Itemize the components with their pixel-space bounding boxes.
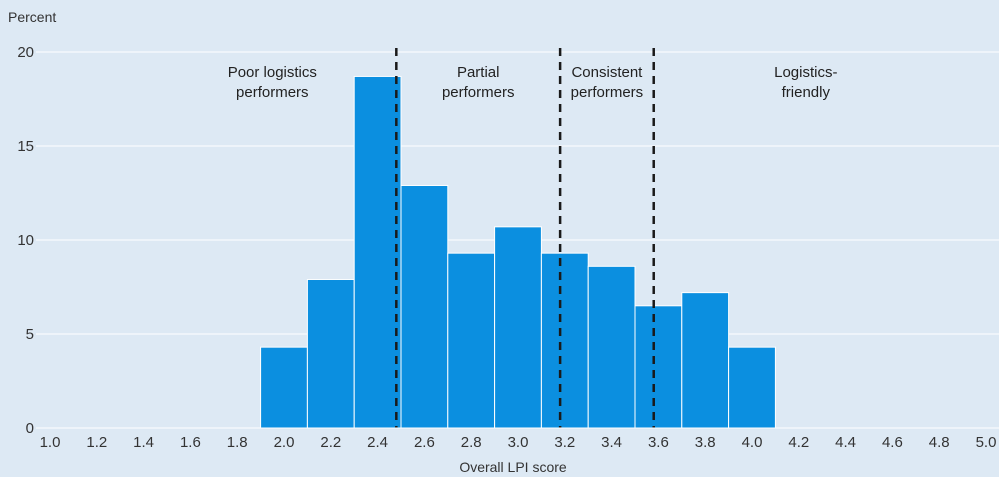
x-tick-label: 5.0: [976, 434, 997, 451]
x-tick-label: 1.6: [180, 434, 201, 451]
x-tick-label: 1.0: [40, 434, 61, 451]
x-tick-label: 3.0: [508, 434, 529, 451]
region-label: performers: [236, 84, 309, 101]
x-tick-label: 2.2: [320, 434, 341, 451]
histogram-bar: [353, 75, 402, 429]
x-tick-label: 3.2: [554, 434, 575, 451]
y-tick-labels: 0 5 10 15 20: [17, 44, 34, 437]
x-tick-label: 2.4: [367, 434, 388, 451]
y-tick-label: 5: [26, 326, 34, 343]
histogram-bar: [681, 292, 730, 429]
x-tick-label: 1.4: [133, 434, 154, 451]
x-tick-label: 2.8: [461, 434, 482, 451]
region-label: friendly: [782, 84, 831, 101]
histogram-bar: [728, 346, 776, 429]
y-tick-label: 0: [26, 420, 34, 437]
x-tick-label: 3.4: [601, 434, 622, 451]
histogram-bar: [494, 226, 542, 429]
histogram-bar: [306, 278, 355, 429]
x-axis-title: Overall LPI score: [459, 459, 567, 475]
histogram-bar: [400, 184, 449, 429]
region-labels: Poor logistics performers Partial performer…: [228, 64, 838, 101]
histogram-bars: [260, 75, 776, 429]
histogram-bar: [634, 305, 683, 429]
y-tick-label: 20: [17, 44, 34, 61]
region-label: performers: [571, 84, 644, 101]
region-label: performers: [442, 84, 515, 101]
x-tick-label: 1.8: [227, 434, 248, 451]
x-tick-label: 2.6: [414, 434, 435, 451]
region-label: Partial: [457, 64, 500, 81]
x-tick-label: 3.8: [695, 434, 716, 451]
x-tick-label: 2.0: [274, 434, 295, 451]
x-tick-label: 4.6: [882, 434, 903, 451]
histogram-bar: [540, 252, 589, 429]
x-tick-label: 3.6: [648, 434, 669, 451]
region-label: Consistent: [571, 64, 643, 81]
x-tick-label: 4.2: [788, 434, 809, 451]
histogram-bar: [260, 346, 308, 429]
threshold-lines: [395, 48, 655, 428]
histogram-bar: [587, 265, 636, 429]
x-tick-label: 1.2: [86, 434, 107, 451]
region-label: Poor logistics: [228, 64, 317, 81]
x-tick-labels: 1.0 1.2 1.4 1.6 1.8 2.0 2.2 2.4 2.6 2.8 3.0 3.2 3.4 3…: [40, 434, 997, 451]
y-tick-label: 15: [17, 138, 34, 155]
histogram-bar: [447, 252, 496, 429]
region-label: Logistics-: [774, 64, 837, 81]
x-tick-label: 4.8: [929, 434, 950, 451]
y-axis-title: Percent: [8, 9, 56, 25]
x-tick-label: 4.0: [742, 434, 763, 451]
y-tick-label: 10: [17, 232, 34, 249]
x-tick-label: 4.4: [835, 434, 856, 451]
